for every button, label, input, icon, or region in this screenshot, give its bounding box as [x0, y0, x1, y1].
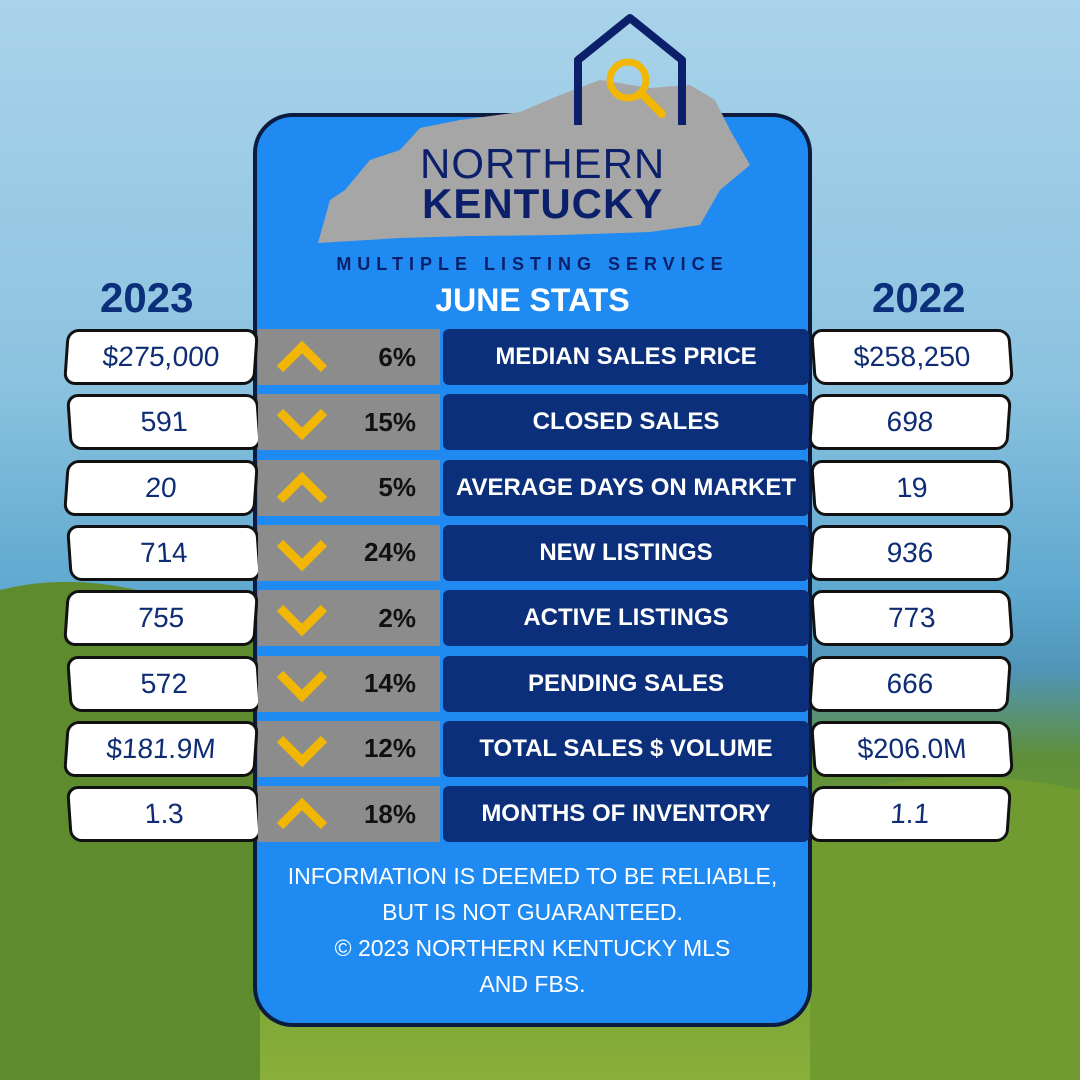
- previous-value: $258,250: [810, 329, 1014, 385]
- chevron: [276, 539, 328, 572]
- year-label: 2023: [100, 274, 194, 321]
- change-cell: 5%: [258, 459, 440, 516]
- disclaimer: INFORMATION IS DEEMED TO BE RELIABLE, BUT…: [255, 858, 810, 1002]
- arrow-up: [276, 471, 328, 503]
- chevron: [276, 605, 328, 637]
- change-cell: 18%: [258, 786, 440, 843]
- metric-label: TOTAL SALES $ VOLUME: [443, 720, 809, 777]
- previous-value: 936: [808, 524, 1012, 581]
- chevron: [276, 797, 328, 830]
- change-percent: 5%: [378, 472, 416, 503]
- disclaimer-line: © 2023 NORTHERN KENTUCKY MLS: [334, 935, 731, 961]
- chevron: [276, 409, 328, 441]
- previous-value: 1.1: [808, 786, 1012, 843]
- previous-value: 698: [808, 394, 1012, 451]
- house-icon: [574, 14, 686, 125]
- current-value: 1.3: [66, 786, 262, 843]
- year-label: 2022: [872, 274, 966, 321]
- chevron: [276, 340, 328, 373]
- metric-label: PENDING SALES: [443, 655, 809, 712]
- metric-label: MONTHS OF INVENTORY: [443, 786, 809, 843]
- chevron: [276, 670, 328, 702]
- change-cell: 2%: [258, 590, 440, 647]
- change-cell: 15%: [258, 394, 440, 451]
- change-percent: 12%: [363, 733, 416, 764]
- arrow-down: [276, 735, 328, 768]
- metric-label: AVERAGE DAYS ON MARKET: [443, 459, 809, 516]
- chevron: [276, 735, 328, 768]
- change-cell: 6%: [258, 329, 440, 385]
- arrow-down: [276, 670, 328, 702]
- chevron: [276, 471, 328, 503]
- change-cell: 14%: [258, 655, 440, 712]
- arrow-down: [276, 409, 328, 441]
- metric-label: CLOSED SALES: [443, 394, 809, 451]
- arrow-down: [276, 605, 328, 637]
- metric-label: MEDIAN SALES PRICE: [443, 329, 809, 385]
- current-value: 591: [66, 394, 262, 451]
- disclaimer-line: AND FBS.: [479, 971, 586, 997]
- change-percent: 6%: [378, 341, 416, 372]
- current-value: $275,000: [63, 329, 259, 385]
- previous-value: 773: [810, 590, 1014, 647]
- magnifier-handle: [637, 89, 666, 118]
- service-name: MULTIPLE LISTING SERVICE: [336, 254, 729, 274]
- arrow-up: [276, 340, 328, 373]
- current-value: $181.9M: [63, 720, 259, 777]
- metric-label: NEW LISTINGS: [443, 524, 809, 581]
- change-percent: 24%: [363, 537, 416, 568]
- brand-line: KENTUCKY: [422, 180, 664, 227]
- arrow-up: [276, 797, 328, 830]
- current-value: 755: [63, 590, 259, 647]
- magnifier-icon: [606, 58, 650, 102]
- state-shape: [318, 80, 750, 243]
- arrow-down: [276, 539, 328, 572]
- disclaimer-line: INFORMATION IS DEEMED TO BE RELIABLE,: [287, 863, 778, 889]
- change-cell: 12%: [258, 720, 440, 777]
- title: JUNE STATS: [435, 282, 630, 318]
- hill: [810, 777, 1080, 1080]
- change-percent: 15%: [363, 406, 416, 437]
- change-percent: 2%: [378, 602, 416, 633]
- metric-label: ACTIVE LISTINGS: [443, 590, 809, 647]
- previous-value: 19: [810, 459, 1014, 516]
- change-cell: 24%: [258, 524, 440, 581]
- change-percent: 18%: [363, 798, 416, 829]
- previous-value: 666: [808, 655, 1012, 712]
- current-value: 20: [63, 459, 259, 516]
- disclaimer-line: BUT IS NOT GUARANTEED.: [382, 899, 683, 925]
- current-value: 572: [66, 655, 262, 712]
- brand-line: NORTHERN: [420, 140, 666, 187]
- previous-value: $206.0M: [810, 720, 1014, 777]
- change-percent: 14%: [363, 668, 416, 698]
- current-value: 714: [66, 524, 262, 581]
